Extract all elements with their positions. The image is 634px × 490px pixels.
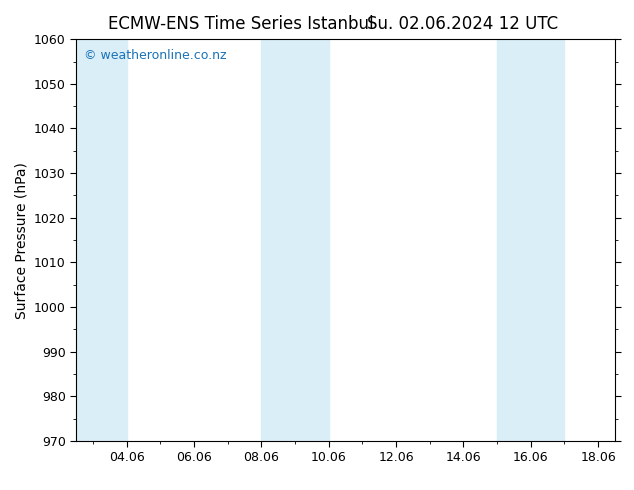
Bar bbox=[497, 39, 531, 441]
Bar bbox=[531, 39, 564, 441]
Bar bbox=[261, 39, 295, 441]
Bar bbox=[76, 39, 127, 441]
Y-axis label: Surface Pressure (hPa): Surface Pressure (hPa) bbox=[14, 162, 29, 318]
Bar bbox=[295, 39, 328, 441]
Text: © weatheronline.co.nz: © weatheronline.co.nz bbox=[84, 49, 227, 62]
Text: Su. 02.06.2024 12 UTC: Su. 02.06.2024 12 UTC bbox=[367, 15, 559, 33]
Text: ECMW-ENS Time Series Istanbul: ECMW-ENS Time Series Istanbul bbox=[108, 15, 373, 33]
